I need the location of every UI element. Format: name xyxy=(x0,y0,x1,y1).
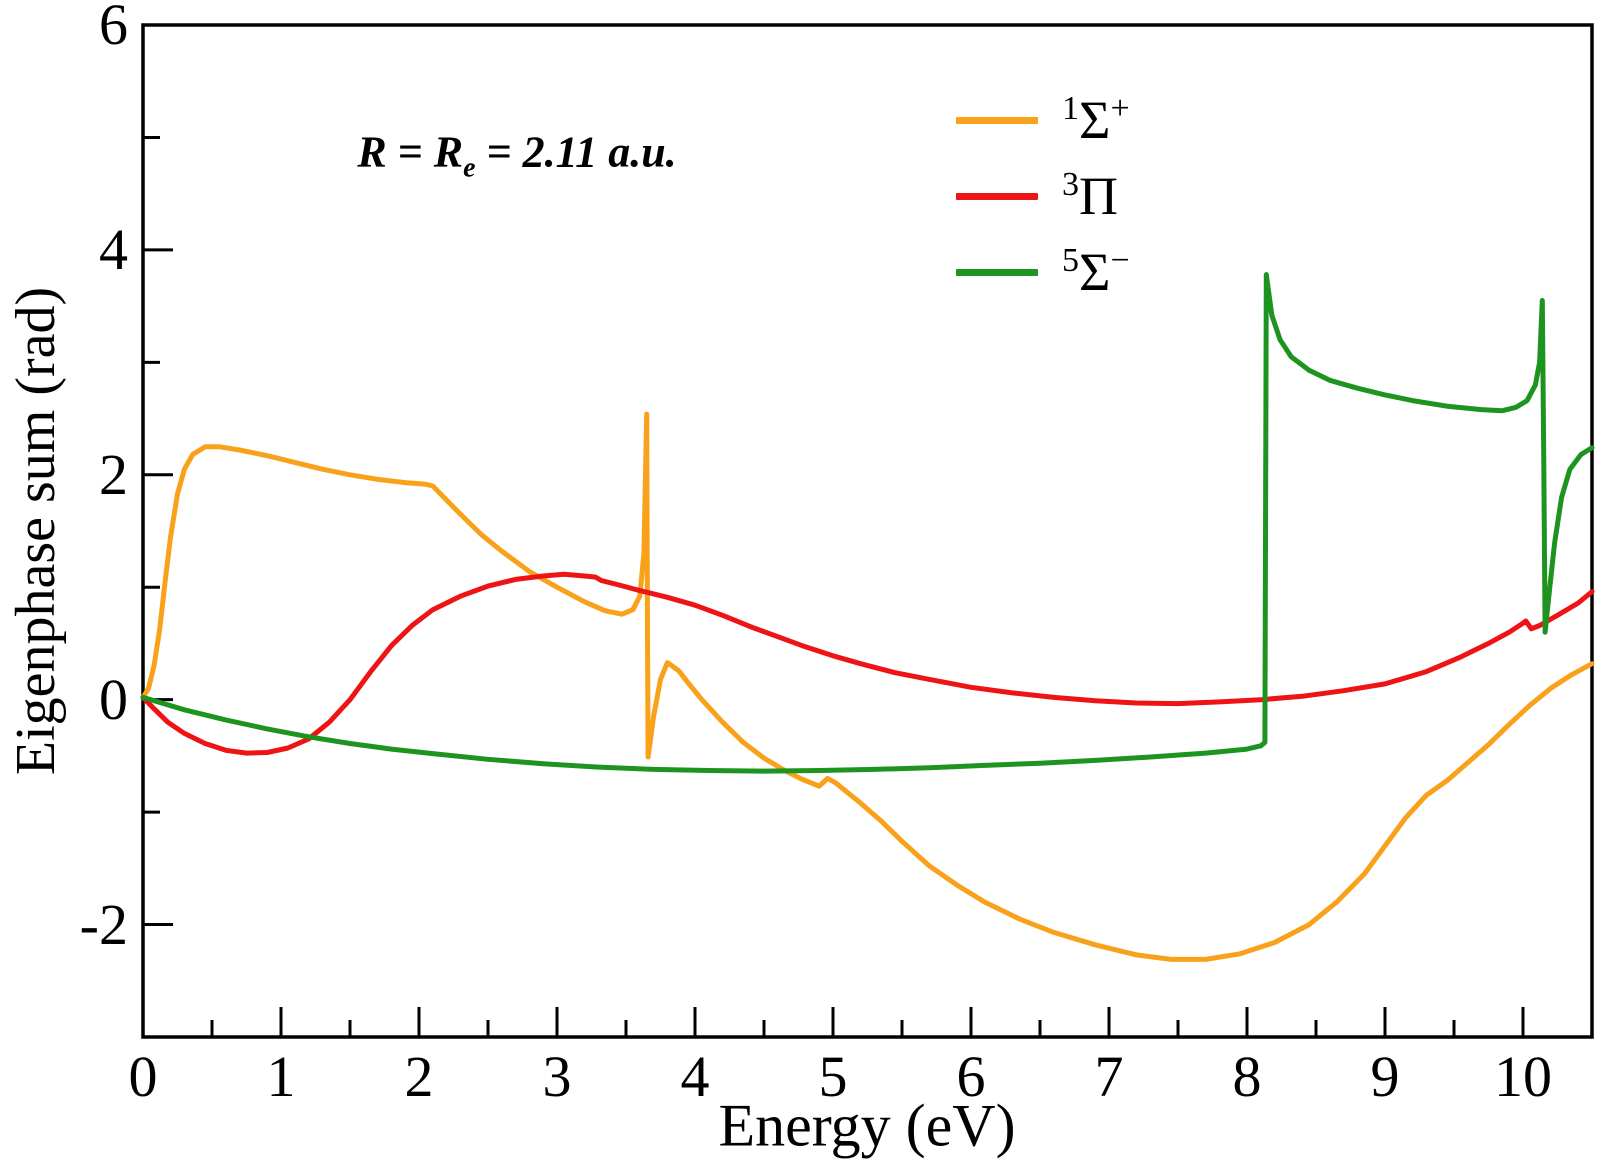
x-tick-label-2: 2 xyxy=(404,1044,434,1109)
legend-swatch-5sigma-minus xyxy=(956,268,1038,276)
y-tick-label-0: 0 xyxy=(99,666,128,732)
x-tick-label-9: 9 xyxy=(1370,1044,1400,1109)
y-tick-label-2: 2 xyxy=(99,441,128,507)
x-tick-label-7: 7 xyxy=(1094,1044,1124,1109)
x-tick-label-3: 3 xyxy=(542,1044,572,1109)
x-tick-label-6: 6 xyxy=(956,1044,986,1109)
y-tick-label--2: -2 xyxy=(79,891,128,957)
series-line-1Sigma+ xyxy=(140,411,1595,962)
plot-frame xyxy=(141,23,1594,1039)
annotation-pre: R = R xyxy=(357,127,464,177)
legend-label-3pi: 3Π xyxy=(1062,166,1118,226)
x-tick-label-0: 0 xyxy=(128,1044,158,1109)
legend-item-5sigma-minus: 5Σ− xyxy=(956,234,1130,310)
x-tick-label-10: 10 xyxy=(1494,1044,1552,1109)
x-tick-label-4: 4 xyxy=(680,1044,710,1109)
annotation-post: = 2.11 a.u. xyxy=(475,127,677,177)
x-tick-label-1: 1 xyxy=(266,1044,296,1109)
legend-item-3pi: 3Π xyxy=(956,158,1130,234)
legend-label-1sigma-plus: 1Σ+ xyxy=(1062,90,1130,150)
series-line-3Pi xyxy=(140,571,1595,756)
x-axis-title: Energy (eV) xyxy=(718,1092,1016,1159)
y-tick-label-6: 6 xyxy=(99,0,128,57)
series-line-5Sigma- xyxy=(140,272,1595,774)
annotation-sub: e xyxy=(463,152,476,184)
legend-swatch-1sigma-plus xyxy=(956,116,1038,124)
legend: 1Σ+ 3Π 5Σ− xyxy=(956,82,1130,310)
y-axis-title: Eigenphase sum (rad) xyxy=(5,286,67,776)
x-tick-label-8: 8 xyxy=(1232,1044,1262,1109)
annotation-R-equals: R = Re = 2.11 a.u. xyxy=(357,127,677,184)
legend-item-1sigma-plus: 1Σ+ xyxy=(956,82,1130,158)
x-tick-label-5: 5 xyxy=(818,1044,848,1109)
legend-label-5sigma-minus: 5Σ− xyxy=(1062,242,1130,302)
legend-swatch-3pi xyxy=(956,192,1038,200)
y-tick-label-4: 4 xyxy=(99,216,128,282)
